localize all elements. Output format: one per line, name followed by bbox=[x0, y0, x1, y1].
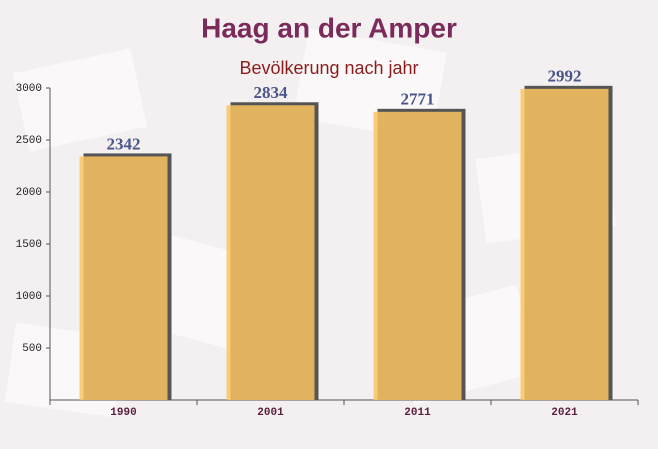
y-tick-label: 2500 bbox=[16, 135, 42, 147]
bar bbox=[79, 156, 168, 400]
bar bbox=[226, 105, 315, 400]
y-tick-label: 1500 bbox=[16, 239, 42, 251]
x-tick-label: 2021 bbox=[551, 407, 578, 419]
y-tick-label: 1000 bbox=[16, 291, 42, 303]
y-tick-label: 3000 bbox=[16, 83, 42, 95]
x-tick-label: 2001 bbox=[257, 407, 284, 419]
value-label: 2342 bbox=[107, 134, 141, 153]
x-tick-label: 1990 bbox=[110, 407, 136, 419]
bar bbox=[520, 88, 609, 400]
value-label: 2834 bbox=[254, 83, 289, 102]
chart-title: Haag an der Amper bbox=[201, 12, 457, 43]
bar bbox=[373, 111, 462, 400]
y-tick-label: 2000 bbox=[16, 187, 42, 199]
value-label: 2992 bbox=[548, 67, 582, 86]
y-tick-label: 500 bbox=[22, 343, 42, 355]
value-label: 2771 bbox=[401, 90, 435, 109]
x-tick-label: 2011 bbox=[404, 407, 431, 419]
chart-subtitle: Bevölkerung nach jahr bbox=[239, 58, 418, 78]
